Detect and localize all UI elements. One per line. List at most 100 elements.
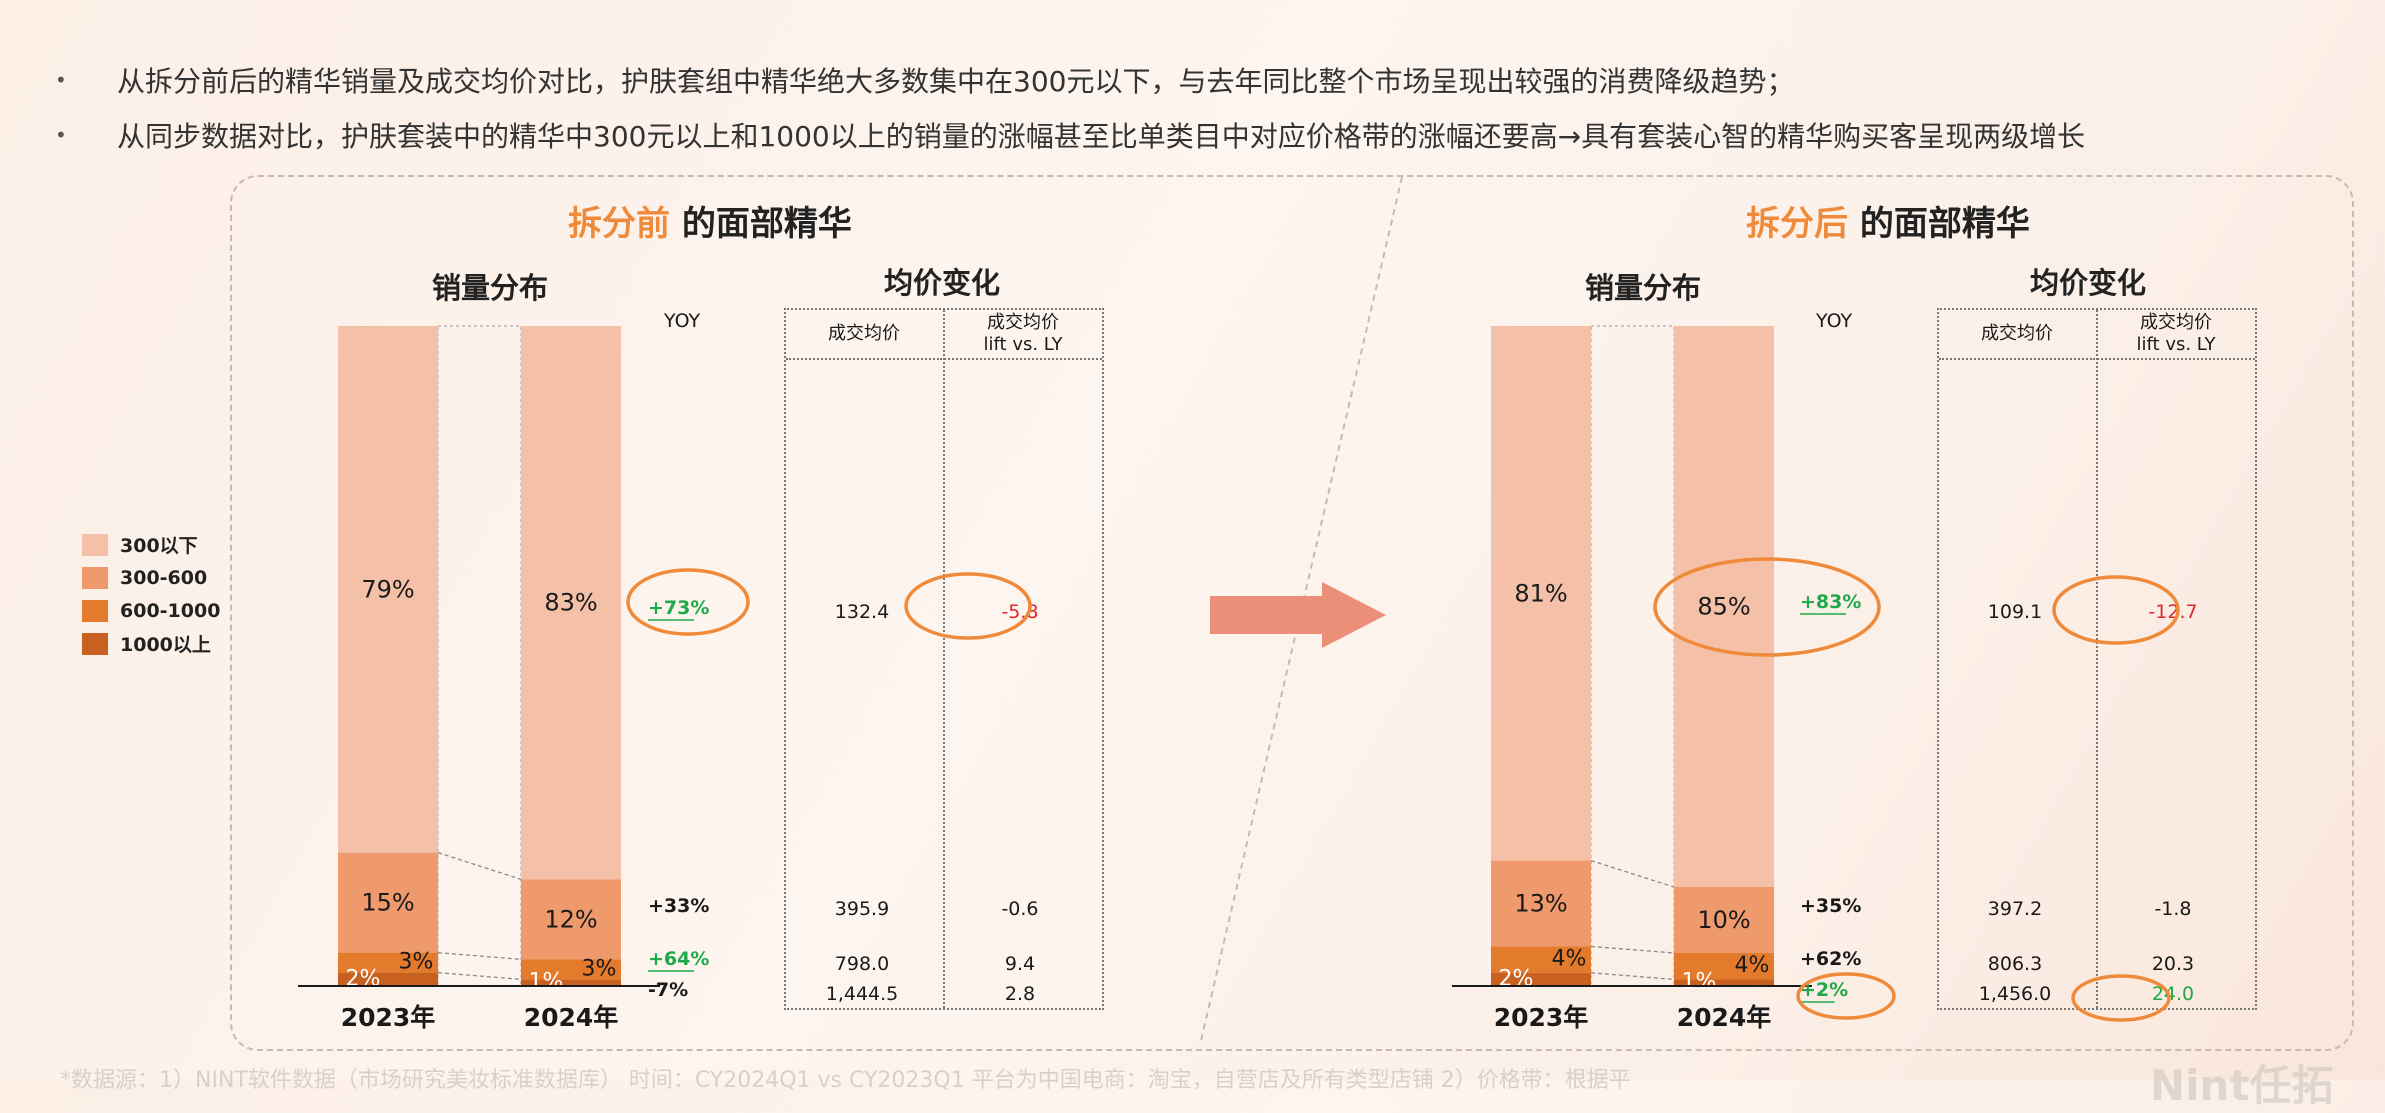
segment-connector [1590,945,1675,954]
lift-cell: -0.6 [1001,898,1039,920]
legend-label: 600-1000 [120,599,221,622]
price-table-after: 成交均价 成交均价 lift vs. LY [1937,308,2257,1010]
lift-cell: -1.8 [2154,898,2192,920]
lift-header-line1: 成交均价 [987,311,1059,333]
summary-bullets: • 从拆分前后的精华销量及成交均价对比，护肤套组中精华绝大多数集中在300元以下… [55,52,2355,162]
yoy-value: +33% [648,895,709,917]
price-cell: 798.0 [834,953,890,975]
bar-value-label: 2% [346,966,381,991]
panel-title-before: 拆分前 的面部精华 [568,196,852,245]
bar-segment [1674,887,1774,953]
lift-header-line2: lift vs. LY [983,334,1063,355]
dist-title: 销量分布 [432,271,549,305]
yoy-value: +35% [1800,895,1861,917]
segment-connector [437,852,522,880]
category-label: 2024年 [524,1003,619,1032]
lift-cell: 20.3 [2151,953,2195,975]
legend-swatch [82,632,108,655]
bar-value-label: 81% [1514,579,1567,607]
legend-swatch [82,566,108,589]
bar-segment [1491,326,1591,861]
panel-title-rest: 的面部精华 [1848,204,2030,244]
bar-gap-guide [1590,325,1675,987]
category-label: 2024年 [1677,1003,1772,1032]
bar-segment [1491,946,1591,973]
yoy-header: YOY [1816,310,1853,332]
legend-swatch [82,599,108,622]
yoy-value: -7% [648,979,688,1001]
bullet-dot: • [55,67,67,92]
price-col-header: 成交均价 [786,310,942,360]
table-divider [943,310,945,1008]
legend-item: 1000以上 [82,627,220,660]
panel-title-highlight: 拆分前 [568,204,670,244]
lift-header-line2: lift vs. LY [2136,334,2216,355]
yoy-value: +73% [648,597,709,619]
bar-gap-guide [437,325,522,987]
price-cell: 1,456.0 [1978,983,2052,1005]
panel-title-after: 拆分后 的面部精华 [1746,196,2030,245]
lift-cell: 2.8 [1004,983,1036,1005]
legend-swatch [82,533,108,556]
bar-segment [521,879,621,960]
legend-item: 300-600 [82,561,220,594]
bar-segment [1674,326,1774,887]
brand-logo: Nint任拓 [2150,1061,2334,1110]
right-arrow-icon [1210,582,1386,648]
highlight-circle [2052,575,2180,645]
price-cell: 395.9 [834,898,890,920]
segment-connector [1590,859,1675,888]
legend-label: 300以下 [120,535,198,557]
category-label: 2023年 [1494,1003,1589,1032]
highlight-circle [2071,974,2171,1022]
bar-segment [521,959,621,980]
bar-value-label: 2% [1499,966,1534,991]
bar-value-label: 13% [1514,890,1567,918]
bullet-text: 从同步数据对比，护肤套装中的精华中300元以上和1000以上的销量的涨幅甚至比单… [117,119,2086,153]
bullet-dot: • [55,122,67,147]
legend-item: 600-1000 [82,594,220,627]
bar-segment [338,952,438,973]
lift-header-line1: 成交均价 [2140,311,2212,333]
price-table-before: 成交均价 成交均价 lift vs. LY [784,308,1104,1010]
yoy-value: +62% [1800,948,1861,970]
price-col-header: 成交均价 [1939,310,2095,360]
distribution-chart: 79% 15% 3% 2% 2023年 83% 12% 3% 1% 2024年 +73% +33% +6… [298,325,2180,1032]
lift-col-header: 成交均价 lift vs. LY [2097,310,2255,360]
yoy-value: +64% [648,948,709,970]
bar-segment [338,326,438,853]
legend-item: 300以下 [82,528,220,561]
bullet-item: • 从拆分前后的精华销量及成交均价对比，护肤套组中精华绝大多数集中在300元以下… [55,52,2355,107]
yoy-value: +2% [1800,979,1848,1001]
legend-label: 1000以上 [120,634,211,656]
yoy-header: YOY [664,310,701,332]
price-title: 均价变化 [884,266,1001,300]
lift-cell: 9.4 [1004,953,1036,975]
legend-label: 300-600 [120,566,208,589]
yoy-value: +83% [1800,591,1861,613]
bar-value-label: 4% [1735,953,1770,978]
chart-legend: 300以下 300-600 600-1000 1000以上 [82,528,220,660]
price-cell: 397.2 [1987,898,2043,920]
bar-value-label: 15% [361,889,414,917]
bar-value-label: 1% [1682,970,1717,995]
bar-value-label: 83% [544,589,597,617]
price-cell: 1,444.5 [825,983,899,1005]
highlight-circle [1653,557,1881,657]
bar-value-label: 85% [1697,593,1750,621]
bullet-text: 从拆分前后的精华销量及成交均价对比，护肤套组中精华绝大多数集中在300元以下，与… [117,64,1795,98]
comparison-frame [230,175,2354,1051]
highlight-circle [626,568,750,636]
segment-connector [437,972,522,980]
price-cell: 109.1 [1987,601,2043,623]
price-cell: 806.3 [1987,953,2043,975]
segment-connector [437,952,522,960]
bar-value-label: 3% [582,956,617,981]
lift-col-header: 成交均价 lift vs. LY [944,310,1102,360]
category-label: 2023年 [341,1003,436,1032]
bar-value-label: 4% [1552,947,1587,972]
panel-title-highlight: 拆分后 [1746,204,1848,244]
panel-title-rest: 的面部精华 [670,204,852,244]
bar-segment [338,972,438,986]
table-divider [2096,310,2098,1008]
